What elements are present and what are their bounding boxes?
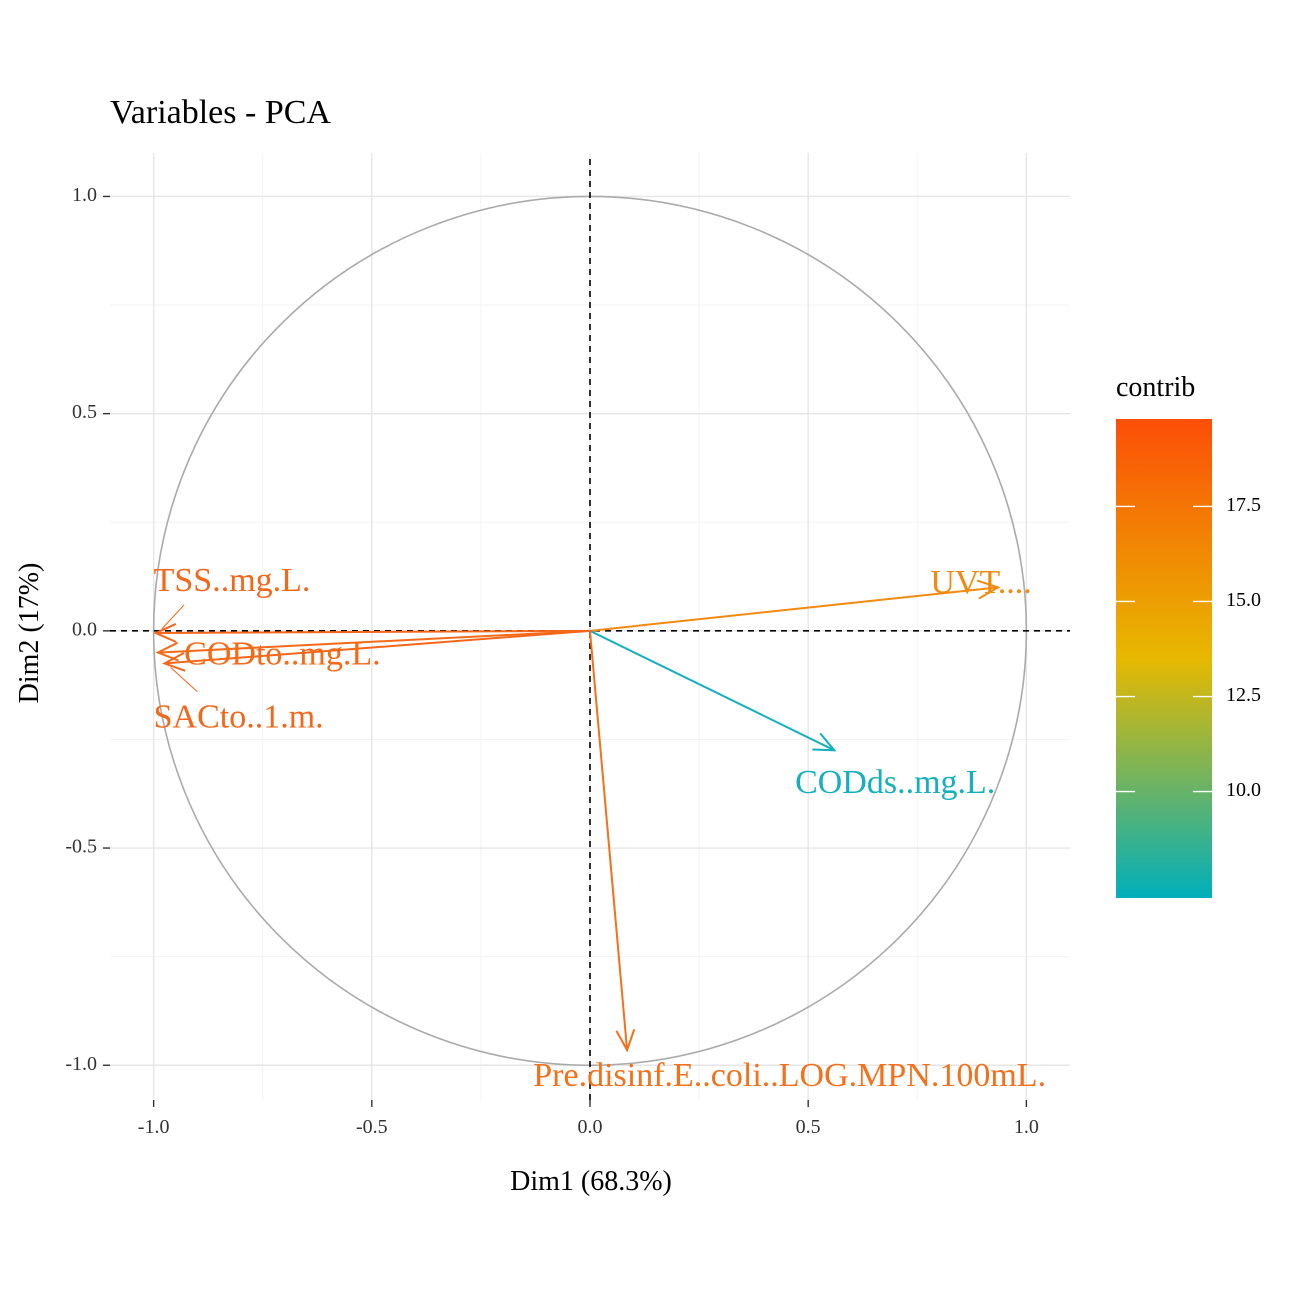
- axes: -1.0 -0.5 0.0 0.5 1.0 -1.0 -0.5 0.0 0.5 1.0: [65, 184, 1039, 1138]
- y-tick-label: 0.5: [72, 401, 97, 423]
- variable-label: UVT....: [930, 564, 1031, 601]
- arrow-head: [162, 652, 186, 672]
- y-tick-label: 1.0: [72, 184, 97, 206]
- variable-label: CODds..mg.L.: [795, 764, 995, 801]
- x-tick-label: -0.5: [356, 1116, 388, 1138]
- reference-lines: [110, 159, 1070, 1100]
- arrow-head: [976, 579, 1001, 600]
- variable-label: TSS..mg.L.: [154, 562, 311, 599]
- arrow-shaft: [589, 586, 999, 632]
- arrow-shaft: [589, 629, 835, 752]
- legend-title: contrib: [1116, 372, 1195, 403]
- legend-tick-label: 10.0: [1226, 779, 1261, 801]
- arrow-shaft: [155, 629, 591, 635]
- x-tick-label: 0.5: [796, 1116, 821, 1138]
- arrow-head: [155, 641, 179, 662]
- legend-tick-label: 15.0: [1226, 589, 1261, 611]
- y-tick-label: -1.0: [65, 1053, 97, 1075]
- legend-colorbar: [1116, 419, 1212, 898]
- y-axis-title: Dim2 (17%): [14, 563, 45, 704]
- label-leader: [161, 604, 185, 630]
- arrow-shaft: [157, 629, 591, 654]
- legend: contrib 10.0 12.5 15.0 17.5: [1116, 372, 1261, 898]
- variable-label: CODto..mg.L.: [184, 636, 380, 673]
- x-tick-label: 0.0: [578, 1116, 603, 1138]
- arrow-head: [153, 623, 177, 643]
- arrow-head: [615, 1028, 636, 1053]
- legend-ticks: 10.0 12.5 15.0 17.5: [1116, 494, 1261, 801]
- chart-title: Variables - PCA: [110, 94, 331, 131]
- x-tick-label: 1.0: [1014, 1116, 1039, 1138]
- legend-tick-label: 12.5: [1226, 684, 1261, 706]
- x-tick-label: -1.0: [138, 1116, 170, 1138]
- variable-label: Pre.disinf.E..coli..LOG.MPN.100mL.: [533, 1057, 1046, 1094]
- y-tick-label: -0.5: [65, 836, 97, 858]
- arrow-shaft: [589, 630, 629, 1051]
- arrow-shaft: [164, 629, 591, 665]
- variable-label: SACto..1.m.: [154, 699, 324, 736]
- variable-labels: TSS..mg.L. CODto..mg.L. SACto..1.m. UVT....…: [154, 562, 1046, 1094]
- label-leader: [170, 667, 198, 693]
- x-axis-title: Dim1 (68.3%): [510, 1166, 672, 1197]
- arrow-head: [812, 732, 837, 752]
- y-tick-label: 0.0: [72, 618, 97, 640]
- legend-tick-label: 17.5: [1226, 494, 1261, 516]
- variable-arrows: [153, 579, 1001, 1053]
